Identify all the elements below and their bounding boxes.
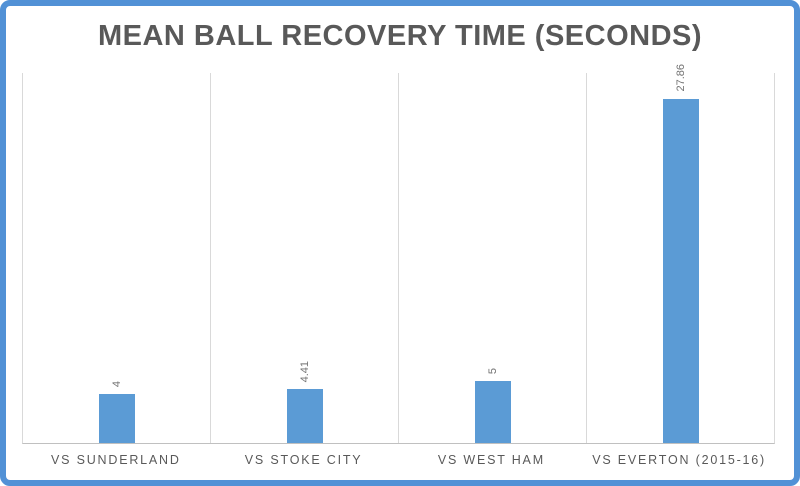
category-column: 27.86 <box>587 64 774 443</box>
x-axis-label: VS STOKE CITY <box>244 453 363 467</box>
bar <box>662 99 699 443</box>
x-axis-label: VS EVERTON (2015-16) <box>592 453 767 467</box>
category-column: 4 <box>23 73 211 443</box>
plot-area: 4 4.41 5 27.86 <box>22 64 775 444</box>
bar-value-label: 4.41 <box>298 360 311 382</box>
bar <box>98 394 135 443</box>
x-axis-labels: VS SUNDERLAND VS STOKE CITY VS WEST HAM VS … <box>22 444 773 467</box>
x-axis-label: VS SUNDERLAND <box>51 453 181 467</box>
category-column: 4.41 <box>211 73 399 443</box>
chart-title: MEAN BALL RECOVERY TIME (SECONDS) <box>97 20 703 52</box>
bar <box>286 389 323 443</box>
bar-value-label: 4 <box>110 380 123 387</box>
bar-value-label: 5 <box>486 367 499 374</box>
bar <box>474 381 511 443</box>
bar-value-label: 27.86 <box>674 64 687 92</box>
category-column: 5 <box>399 73 587 443</box>
x-axis-label: VS WEST HAM <box>437 453 545 467</box>
